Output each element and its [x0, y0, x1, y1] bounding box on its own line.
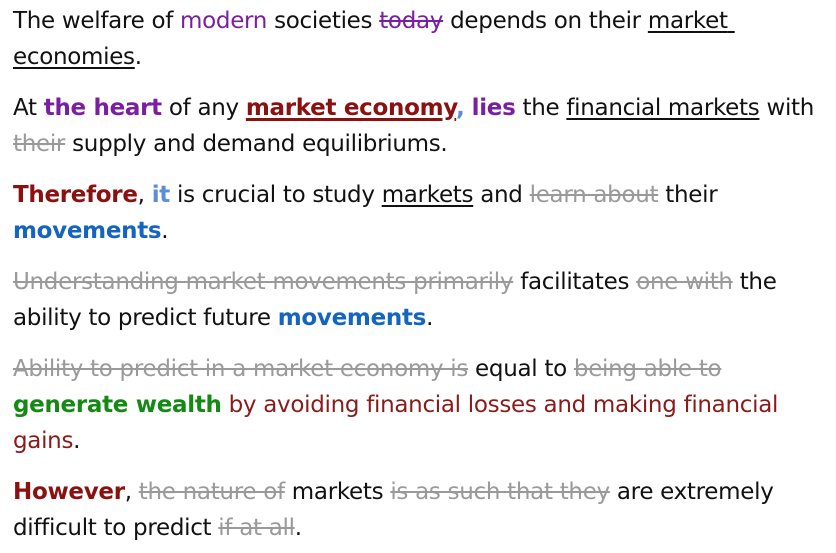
text-segment: movements	[277, 305, 427, 331]
text-segment: their	[13, 131, 66, 157]
text-segment: with	[759, 95, 822, 121]
text-segment: ,	[456, 95, 465, 121]
text-segment: markets	[381, 182, 474, 208]
text-segment: the heart	[43, 95, 162, 121]
text-segment: the nature of	[138, 479, 285, 505]
text-segment: lies	[471, 95, 516, 121]
text-segment: ,	[124, 479, 139, 505]
text-segment: their	[658, 182, 725, 208]
text-segment: Ability to predict in a market economy i…	[13, 356, 469, 382]
text-segment: .	[134, 44, 142, 70]
paragraph-5: Ability to predict in a market economy i…	[13, 351, 836, 459]
text-segment: is as such that they	[390, 479, 610, 505]
text-segment: At	[13, 95, 44, 121]
text-segment: .	[294, 515, 302, 541]
text-segment: one with	[636, 269, 733, 295]
paragraph-3: Therefore, it is crucial to study market…	[13, 177, 836, 249]
text-segment: ,	[137, 182, 152, 208]
text-segment: However	[13, 479, 125, 505]
text-segment: market economies	[13, 8, 735, 70]
text-segment: equal to	[468, 356, 574, 382]
text-segment: .	[426, 305, 434, 331]
text-segment: .	[161, 218, 169, 244]
text-segment: by avoiding financial losses and making …	[13, 392, 786, 454]
text-segment: and	[473, 182, 530, 208]
text-segment: it	[151, 182, 171, 208]
text-segment: generate wealth	[13, 392, 222, 418]
text-segment: societies	[267, 8, 380, 34]
text-segment: modern	[180, 8, 268, 34]
text-segment: of any	[161, 95, 246, 121]
text-segment: Understanding market movements primarily	[13, 269, 514, 295]
text-segment: facilitates	[513, 269, 637, 295]
paragraph-2: At the heart of any market economy, lies…	[13, 90, 836, 162]
text-segment: markets	[284, 479, 391, 505]
paragraph-6: However, the nature of markets is as suc…	[13, 474, 836, 546]
text-segment	[465, 95, 472, 121]
text-segment: supply and demand equilibriums.	[65, 131, 448, 157]
paragraph-4: Understanding market movements primarily…	[13, 264, 836, 336]
text-segment: is crucial to study	[169, 182, 382, 208]
text-segment: depends on their	[443, 8, 648, 34]
text-segment: today	[379, 8, 444, 34]
text-segment: being able to	[573, 356, 722, 382]
text-segment: Therefore	[13, 182, 138, 208]
text-segment: if at all	[218, 515, 295, 541]
text-segment: The welfare of	[13, 8, 181, 34]
text-segment: .	[73, 428, 81, 454]
text-segment: movements	[13, 218, 162, 244]
text-segment: the ability to predict future	[13, 269, 784, 331]
text-segment: market economy	[245, 95, 457, 121]
text-segment: financial markets	[566, 95, 760, 121]
text-segment: learn about	[529, 182, 659, 208]
text-segment	[721, 356, 728, 382]
paragraph-1: The welfare of modern societies today de…	[13, 3, 836, 75]
text-segment: are extremely difficult to predict	[13, 479, 781, 541]
text-segment: the	[515, 95, 567, 121]
